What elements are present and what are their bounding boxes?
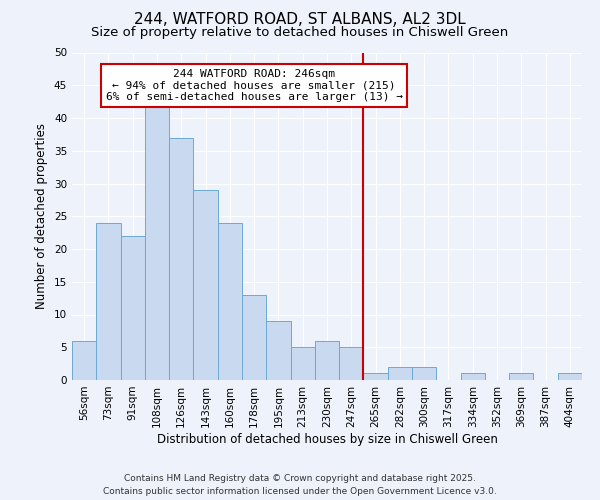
- Bar: [121, 236, 145, 380]
- Text: 244, WATFORD ROAD, ST ALBANS, AL2 3DL: 244, WATFORD ROAD, ST ALBANS, AL2 3DL: [134, 12, 466, 28]
- Bar: [218, 223, 242, 380]
- Text: Contains HM Land Registry data © Crown copyright and database right 2025.
Contai: Contains HM Land Registry data © Crown c…: [103, 474, 497, 496]
- Bar: [72, 340, 96, 380]
- Bar: [558, 374, 582, 380]
- Text: 244 WATFORD ROAD: 246sqm
← 94% of detached houses are smaller (215)
6% of semi-d: 244 WATFORD ROAD: 246sqm ← 94% of detach…: [106, 69, 403, 102]
- Y-axis label: Number of detached properties: Number of detached properties: [35, 123, 49, 309]
- Bar: [290, 347, 315, 380]
- X-axis label: Distribution of detached houses by size in Chiswell Green: Distribution of detached houses by size …: [157, 432, 497, 446]
- Bar: [339, 347, 364, 380]
- Bar: [388, 367, 412, 380]
- Text: Size of property relative to detached houses in Chiswell Green: Size of property relative to detached ho…: [91, 26, 509, 39]
- Bar: [461, 374, 485, 380]
- Bar: [193, 190, 218, 380]
- Bar: [96, 223, 121, 380]
- Bar: [509, 374, 533, 380]
- Bar: [364, 374, 388, 380]
- Bar: [266, 321, 290, 380]
- Bar: [315, 340, 339, 380]
- Bar: [169, 138, 193, 380]
- Bar: [145, 105, 169, 380]
- Bar: [412, 367, 436, 380]
- Bar: [242, 295, 266, 380]
